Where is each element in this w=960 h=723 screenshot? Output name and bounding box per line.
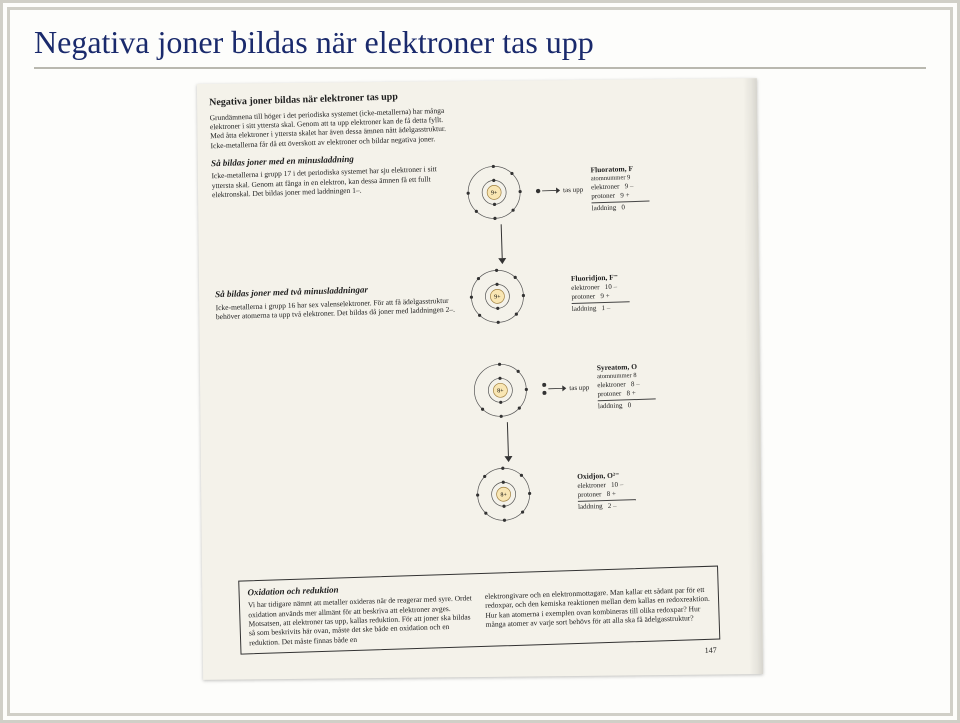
horizontal-rule — [34, 67, 926, 69]
diagram-oxide: 8+ Oxidjon, O²⁻elektroner 10 –protoner 8… — [471, 458, 637, 527]
electron-arrow: tas upp — [534, 185, 583, 197]
diagram-oxygen-atom: 8+ tas upp Syreatom, Oatomnummer 8elektr… — [467, 353, 656, 423]
svg-text:8+: 8+ — [497, 388, 504, 394]
oxygen-atom-info: Syreatom, Oatomnummer 8elektroner 8 –pro… — [597, 361, 656, 411]
oxidation-reduction-box: Oxidation och reduktion Vi har tidigare … — [238, 565, 720, 654]
section-one-body: Icke-metallerna i grupp 17 i det periodi… — [211, 164, 452, 200]
tas-upp-label: tas upp — [563, 185, 583, 194]
tas-upp-label: tas upp — [569, 383, 589, 392]
atom-diagram: 9+ — [461, 159, 527, 225]
atom-diagram: 9+ — [464, 263, 530, 329]
svg-text:9+: 9+ — [494, 294, 501, 300]
page-intro: Grundämnena till höger i det periodiska … — [210, 105, 451, 150]
page-header: Negativa joner bildas när elektroner tas… — [209, 90, 451, 151]
diagram-fluor-atom: 9+ tas upp Fluoratom, Fatomnummer 9elekt… — [461, 156, 650, 226]
box-right-text: elektrongivare och en elektronmottagare.… — [485, 585, 711, 630]
page-number: 147 — [704, 646, 716, 656]
section-two: Så bildas joner med två minusladdningar … — [215, 282, 456, 322]
section-one: Så bildas joner med en minusladdning Ick… — [211, 151, 452, 200]
down-arrow — [501, 422, 514, 462]
svg-text:8+: 8+ — [500, 492, 507, 498]
fluor-atom-info: Fluoratom, Fatomnummer 9elektroner 9 –pr… — [590, 163, 649, 213]
electron-arrow: tas upp — [540, 380, 590, 398]
atom-diagram: 8+ — [471, 461, 537, 527]
diagram-fluoride: 9+ Fluoridjon, F⁻elektroner 10 –protoner… — [464, 260, 630, 329]
svg-text:9+: 9+ — [491, 190, 498, 196]
scanned-page: Negativa joner bildas när elektroner tas… — [197, 78, 763, 680]
slide-title: Negativa joner bildas när elektroner tas… — [10, 10, 950, 67]
fluoride-info: Fluoridjon, F⁻elektroner 10 –protoner 9 … — [571, 272, 630, 314]
down-arrow — [495, 224, 508, 264]
oxide-info: Oxidjon, O²⁻elektroner 10 –protoner 8 +l… — [577, 470, 636, 512]
atom-diagram: 8+ — [467, 357, 533, 423]
box-left-text: Vi har tidigare nämnt att metaller oxide… — [248, 593, 474, 647]
